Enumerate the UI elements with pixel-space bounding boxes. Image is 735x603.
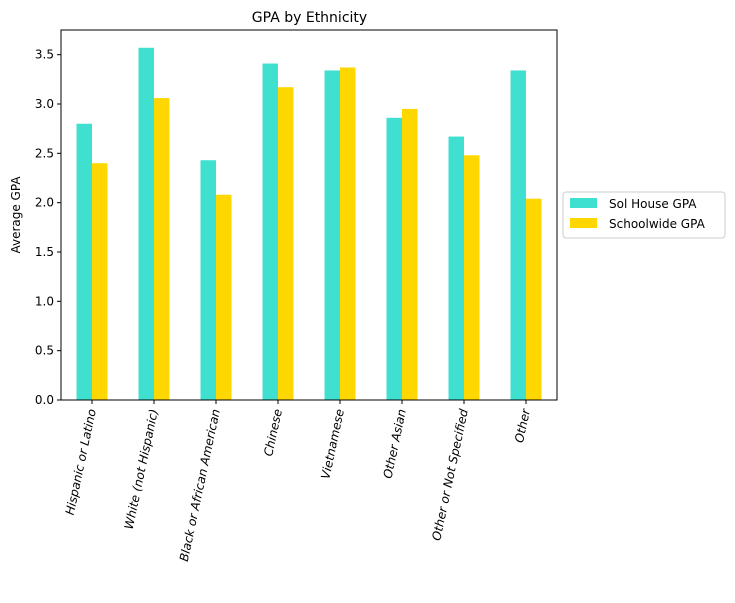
y-axis-ticks: 0.0 0.5 1.0 1.5 2.0 2.5 3.0 3.5 xyxy=(35,48,61,407)
bar xyxy=(216,194,232,400)
legend-label: Sol House GPA xyxy=(609,197,697,211)
y-tick-label: 3.5 xyxy=(35,48,54,62)
legend: Sol House GPA Schoolwide GPA xyxy=(562,191,726,239)
bar xyxy=(262,63,278,401)
y-tick-label: 1.5 xyxy=(35,245,54,259)
bar xyxy=(138,47,154,400)
legend-swatch xyxy=(570,218,597,228)
bars-layer xyxy=(76,47,542,401)
bar xyxy=(92,163,108,400)
y-tick-label: 2.0 xyxy=(35,196,54,210)
legend-frame xyxy=(562,191,726,239)
bar xyxy=(76,123,92,400)
legend-label: Schoolwide GPA xyxy=(609,217,706,231)
chart-title: GPA by Ethnicity xyxy=(252,10,367,26)
x-tick-label: Other xyxy=(512,407,533,444)
y-tick-label: 3.0 xyxy=(35,97,54,111)
bar xyxy=(464,155,480,400)
legend-items: Sol House GPA Schoolwide GPA xyxy=(570,197,706,231)
bar xyxy=(278,87,294,400)
x-axis-ticks: Hispanic or Latino White (not Hispanic) Bl… xyxy=(63,400,533,563)
bar xyxy=(402,108,418,401)
y-tick-label: 2.5 xyxy=(35,146,54,160)
bar xyxy=(386,117,402,400)
x-tick-label: Vietnamese xyxy=(318,408,347,481)
bar xyxy=(340,67,356,401)
x-tick-label: Other Asian xyxy=(381,408,409,480)
y-axis-label: Average GPA xyxy=(9,176,23,254)
bar xyxy=(448,136,464,400)
bar xyxy=(200,160,216,400)
y-tick-label: 1.0 xyxy=(35,294,54,308)
bar xyxy=(510,70,526,400)
axes-layer xyxy=(60,29,558,401)
bar xyxy=(324,70,340,400)
y-tick-label: 0.5 xyxy=(35,344,54,358)
bar xyxy=(526,198,542,400)
x-tick-label: Other or Not Specified xyxy=(429,407,471,541)
x-tick-label: White (not Hispanic) xyxy=(122,408,161,531)
bar xyxy=(154,98,170,400)
plot-frame xyxy=(60,29,558,401)
x-tick-label: Hispanic or Latino xyxy=(63,408,99,517)
x-tick-label: Chinese xyxy=(261,408,285,458)
y-tick-label: 0.0 xyxy=(35,393,54,407)
legend-swatch xyxy=(570,198,597,208)
x-tick-label: Black or African American xyxy=(177,408,223,563)
